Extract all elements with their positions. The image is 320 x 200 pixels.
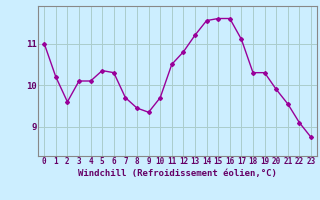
X-axis label: Windchill (Refroidissement éolien,°C): Windchill (Refroidissement éolien,°C) — [78, 169, 277, 178]
